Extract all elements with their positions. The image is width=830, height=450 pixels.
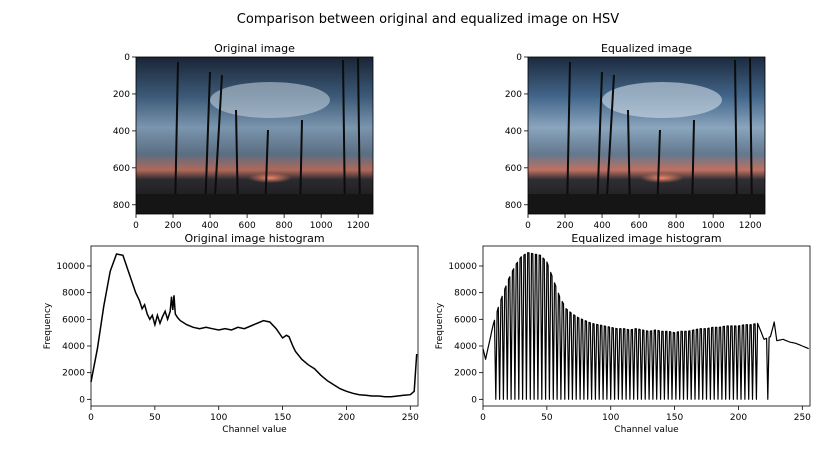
y-tick-label: 6000 [62, 315, 85, 325]
original-image-sun [248, 173, 292, 183]
x-tick-label: 600 [631, 221, 648, 231]
original-image-panel: 0 200 400 600 800 1000 1200 0 200 400 600 800 Origi… [113, 42, 374, 231]
y-tick-label: 8000 [62, 289, 85, 299]
original-image-frame [135, 56, 374, 215]
x-tick-label: 100 [210, 413, 227, 423]
y-tick-label: 0 [471, 395, 477, 405]
x-tick-label: 600 [239, 221, 256, 231]
original-histogram-title: Original image histogram [184, 232, 324, 245]
x-tick-label: 0 [480, 413, 486, 423]
original-histogram-panel: 0 50 100 150 200 250 0 2000 4000 6000 8000 10000 Or… [43, 232, 419, 435]
y-tick-label: 400 [113, 127, 130, 137]
x-tick-label: 150 [274, 413, 291, 423]
x-tick-label: 0 [88, 413, 94, 423]
y-tick-label: 0 [516, 53, 522, 63]
x-tick-label: 200 [730, 413, 747, 423]
equalized-image-title: Equalized image [601, 42, 692, 55]
original-image-ground [136, 194, 373, 214]
x-tick-label: 100 [602, 413, 619, 423]
equalized-image-cloud [602, 82, 722, 118]
y-tick-label: 600 [113, 164, 130, 174]
x-tick-label: 0 [133, 221, 139, 231]
original-histogram-frame [90, 245, 419, 407]
y-tick-label: 4000 [454, 342, 477, 352]
y-tick-label: 4000 [62, 342, 85, 352]
x-tick-label: 150 [666, 413, 683, 423]
y-tick-label: 6000 [454, 315, 477, 325]
y-tick-label: 0 [79, 395, 85, 405]
x-tick-label: 250 [794, 413, 811, 423]
original-image [136, 57, 373, 214]
original-image-cloud [210, 82, 330, 118]
equalized-image-frame [527, 56, 766, 215]
equalized-histogram-frame [482, 245, 811, 407]
x-tick-label: 400 [201, 221, 218, 231]
x-tick-label: 50 [541, 413, 553, 423]
y-tick-label: 2000 [454, 369, 477, 379]
equalized-image-panel: 0 200 400 600 800 1000 1200 0 200 400 600 800 Equal… [505, 42, 766, 231]
x-tick-label: 400 [593, 221, 610, 231]
x-tick-label: 800 [668, 221, 685, 231]
equalized-image-ground [528, 194, 765, 214]
x-tick-label: 200 [338, 413, 355, 423]
equalized-histogram-xlabel: Channel value [614, 425, 679, 435]
y-tick-label: 200 [113, 90, 130, 100]
equalized-histogram-line [482, 252, 809, 400]
original-histogram-line [90, 253, 418, 398]
x-tick-label: 1200 [347, 221, 370, 231]
figure-title: Comparison between original and equalize… [237, 12, 619, 27]
equalized-histogram-panel: 0 50 100 150 200 250 0 2000 4000 6000 8000 10000 Eq… [435, 232, 811, 435]
equalized-image [528, 57, 765, 214]
x-tick-label: 1000 [310, 221, 333, 231]
y-tick-label: 10000 [56, 262, 85, 272]
y-tick-label: 0 [124, 53, 130, 63]
original-histogram-ylabel: Frequency [43, 302, 53, 349]
y-tick-label: 8000 [454, 289, 477, 299]
x-tick-label: 0 [525, 221, 531, 231]
x-tick-label: 200 [556, 221, 573, 231]
original-histogram-xlabel: Channel value [222, 425, 287, 435]
y-tick-label: 600 [505, 164, 522, 174]
y-tick-label: 200 [505, 90, 522, 100]
x-tick-label: 200 [164, 221, 181, 231]
x-tick-label: 1200 [739, 221, 762, 231]
equalized-histogram-title: Equalized image histogram [571, 232, 721, 245]
y-tick-label: 2000 [62, 369, 85, 379]
original-image-title: Original image [214, 42, 295, 55]
y-tick-label: 800 [505, 201, 522, 211]
equalized-image-sun [640, 173, 684, 183]
y-tick-label: 10000 [448, 262, 477, 272]
x-tick-label: 250 [402, 413, 419, 423]
y-tick-label: 800 [113, 201, 130, 211]
y-tick-label: 400 [505, 127, 522, 137]
x-tick-label: 800 [276, 221, 293, 231]
x-tick-label: 50 [149, 413, 161, 423]
equalized-histogram-ylabel: Frequency [435, 302, 445, 349]
x-tick-label: 1000 [702, 221, 725, 231]
